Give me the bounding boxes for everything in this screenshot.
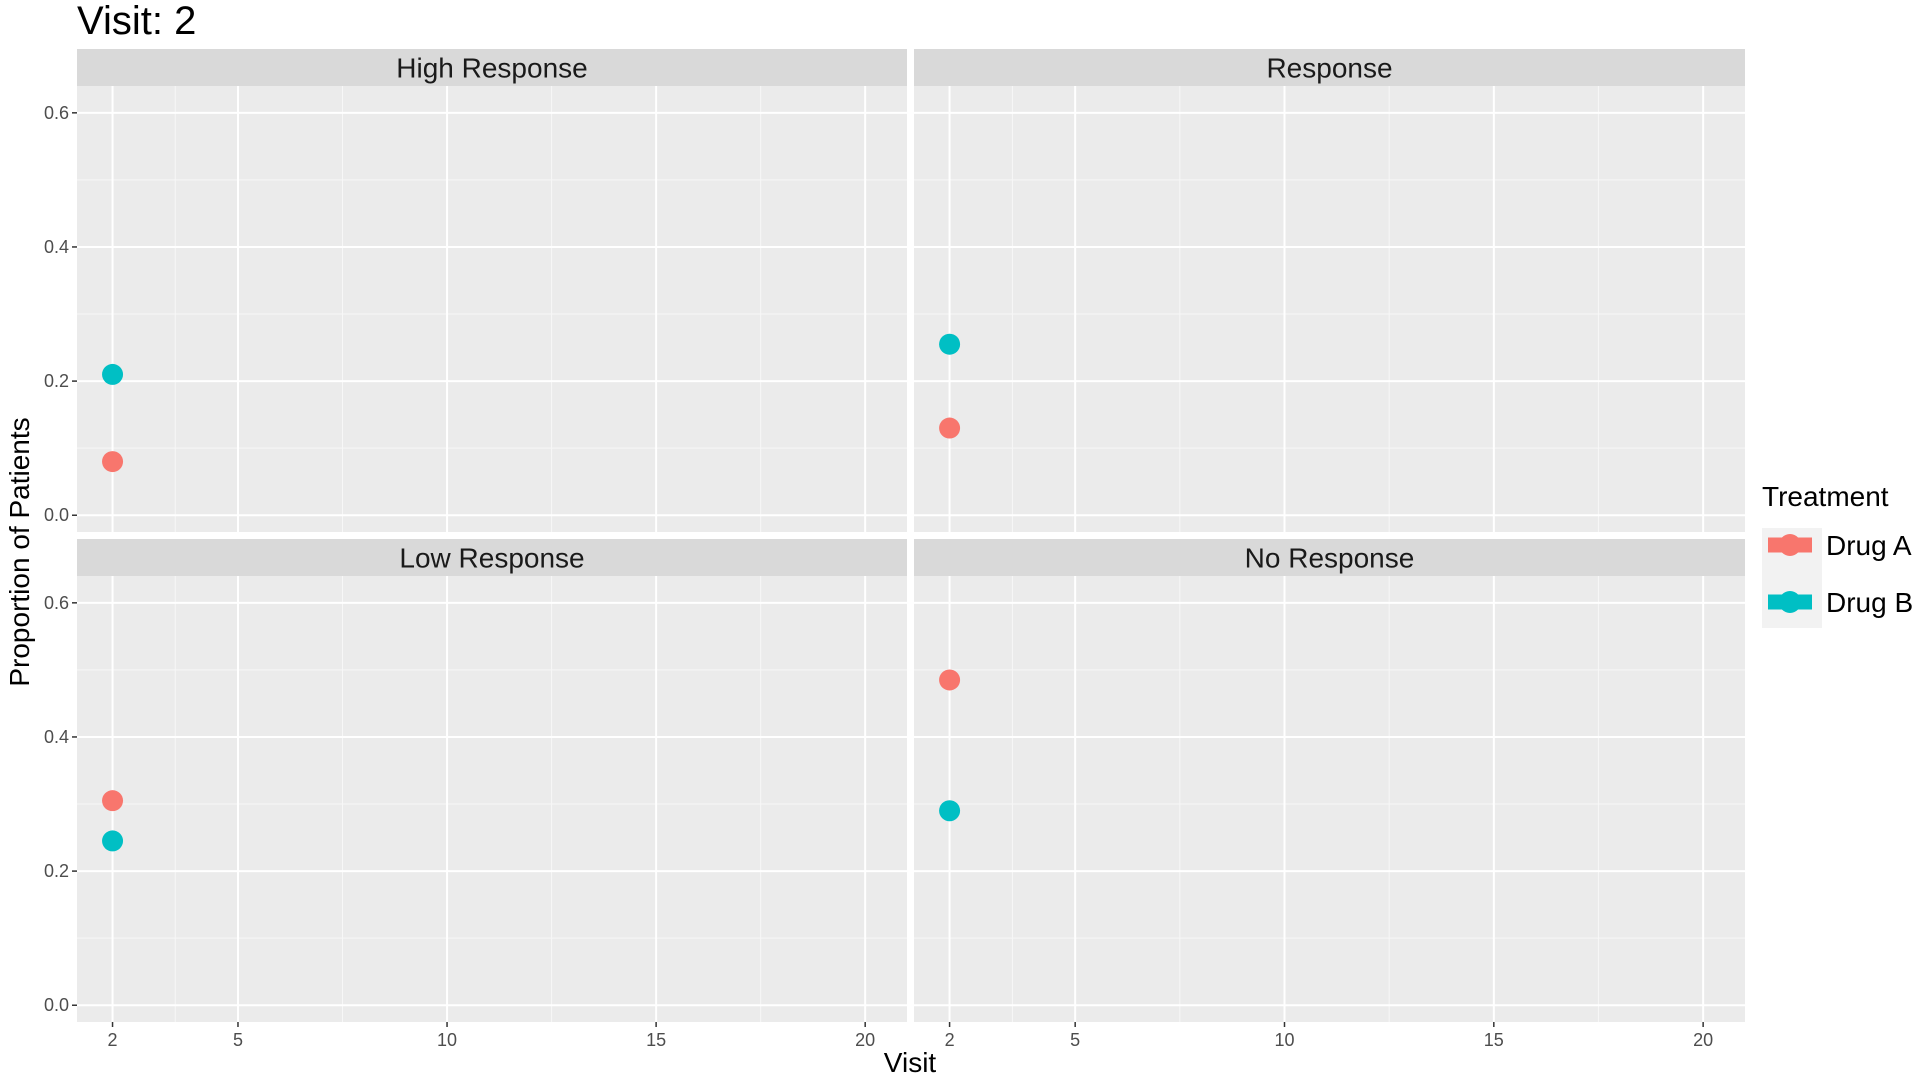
data-point-drug-b xyxy=(939,333,961,355)
facet-strip xyxy=(77,49,907,86)
legend-item-drug-b: Drug B xyxy=(1768,587,1913,618)
legend-title: Treatment xyxy=(1762,481,1889,512)
data-point-drug-a xyxy=(102,790,124,812)
x-tick-label: 20 xyxy=(855,1030,875,1050)
x-tick-label: 15 xyxy=(1484,1030,1504,1050)
legend: Treatment Drug A Drug B xyxy=(1762,481,1913,628)
legend-key-point xyxy=(1779,534,1801,556)
y-tick-label: 0.0 xyxy=(44,995,69,1015)
facet-panel-response: Response xyxy=(914,49,1745,532)
facet-strip xyxy=(914,539,1745,576)
panel-background xyxy=(914,86,1745,532)
facet-strip xyxy=(77,539,907,576)
x-tick-label: 15 xyxy=(646,1030,666,1050)
chart-title: Visit: 2 xyxy=(77,0,196,43)
y-tick-label: 0.2 xyxy=(44,371,69,391)
data-point-drug-a xyxy=(939,417,961,439)
x-axis-title: Visit xyxy=(884,1047,937,1078)
x-tick-label: 10 xyxy=(1274,1030,1294,1050)
facet-strip xyxy=(914,49,1745,86)
y-tick-label: 0.0 xyxy=(44,505,69,525)
facet-panels: High Response 0.0 0.2 0.4 0.6 Response Low Res… xyxy=(44,49,1745,1050)
legend-item-drug-a: Drug A xyxy=(1768,530,1912,561)
facet-strip-label: Response xyxy=(1266,53,1392,84)
x-tick-label: 5 xyxy=(1070,1030,1080,1050)
panel-background xyxy=(77,576,907,1022)
data-point-drug-a xyxy=(939,669,961,691)
x-tick-label: 20 xyxy=(1693,1030,1713,1050)
facet-panel-no-response: No Response 2 5 10 15 20 xyxy=(914,539,1745,1050)
panel-background xyxy=(914,576,1745,1022)
facet-strip-label: No Response xyxy=(1245,543,1415,574)
facet-panel-high-response: High Response 0.0 0.2 0.4 0.6 xyxy=(44,49,907,532)
data-point-drug-a xyxy=(102,451,124,473)
y-tick-label: 0.2 xyxy=(44,861,69,881)
legend-item-label: Drug B xyxy=(1826,587,1913,618)
legend-item-label: Drug A xyxy=(1826,530,1912,561)
data-point-drug-b xyxy=(102,830,124,852)
facet-strip-label: Low Response xyxy=(399,543,584,574)
x-tick-label: 5 xyxy=(233,1030,243,1050)
x-tick-label: 2 xyxy=(108,1030,118,1050)
facet-strip-label: High Response xyxy=(396,53,587,84)
y-axis-title: Proportion of Patients xyxy=(4,417,35,686)
legend-key-point xyxy=(1779,591,1801,613)
y-tick-label: 0.6 xyxy=(44,593,69,613)
x-tick-label: 2 xyxy=(945,1030,955,1050)
panel-background xyxy=(77,86,907,532)
data-point-drug-b xyxy=(939,800,961,822)
x-tick-label: 10 xyxy=(437,1030,457,1050)
facet-panel-low-response: Low Response 0.0 0.2 0.4 0.6 2 5 10 15 20 xyxy=(44,539,907,1050)
y-tick-label: 0.4 xyxy=(44,237,69,257)
y-tick-label: 0.6 xyxy=(44,103,69,123)
y-tick-label: 0.4 xyxy=(44,727,69,747)
data-point-drug-b xyxy=(102,363,124,385)
